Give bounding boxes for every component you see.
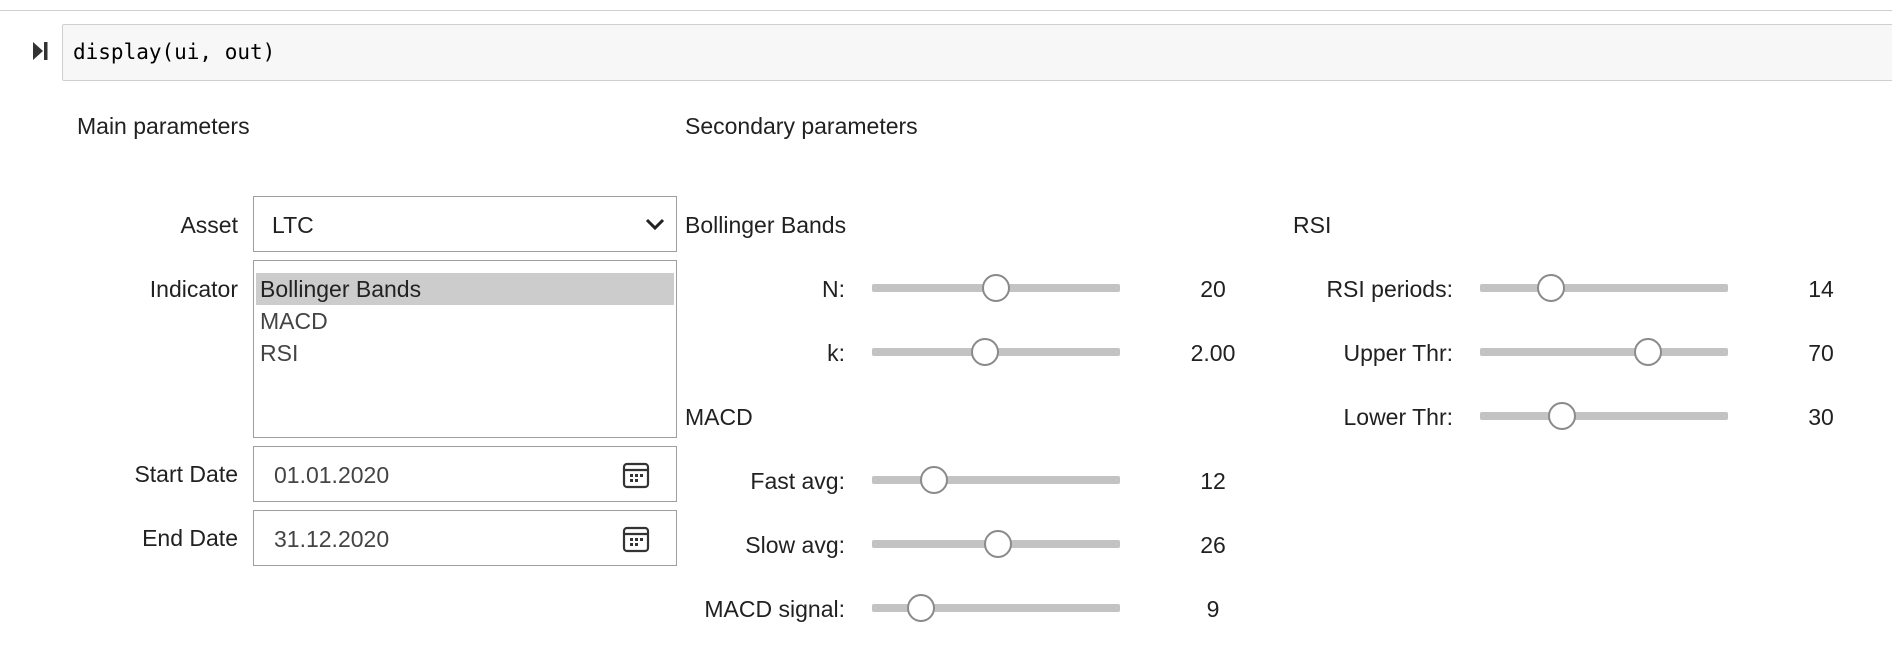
rsi-periods-label: RSI periods:: [1326, 276, 1453, 302]
main-parameters-heading: Main parameters: [77, 113, 250, 139]
run-cell-icon[interactable]: [31, 39, 51, 63]
upper-thr-label: Upper Thr:: [1343, 340, 1453, 366]
slider-thumb[interactable]: [982, 274, 1010, 302]
code-cell-input[interactable]: display(ui, out): [62, 24, 1892, 81]
indicator-listbox[interactable]: Bollinger Bands MACD RSI: [253, 260, 677, 438]
macd-signal-label: MACD signal:: [704, 596, 845, 622]
asset-selected-value: LTC: [272, 212, 314, 238]
slow-avg-slider[interactable]: [872, 524, 1120, 564]
slider-track: [1480, 284, 1728, 292]
macd-signal-slider[interactable]: [872, 588, 1120, 628]
lower-thr-label: Lower Thr:: [1343, 404, 1453, 430]
k-slider[interactable]: [872, 332, 1120, 372]
slider-track: [1480, 412, 1728, 420]
lower-thr-value: 30: [1808, 404, 1834, 430]
n-slider[interactable]: [872, 268, 1120, 308]
indicator-option-bollinger[interactable]: Bollinger Bands: [256, 273, 674, 305]
slow-avg-label: Slow avg:: [745, 532, 845, 558]
end-date-picker[interactable]: 31.12.2020: [253, 510, 677, 566]
n-slider-label: N:: [822, 276, 845, 302]
fast-avg-label: Fast avg:: [750, 468, 845, 494]
upper-thr-slider[interactable]: [1480, 332, 1728, 372]
end-date-value: 31.12.2020: [274, 526, 390, 552]
fast-avg-value: 12: [1200, 468, 1226, 494]
slider-track: [1480, 348, 1728, 356]
asset-label: Asset: [180, 212, 238, 238]
start-date-picker[interactable]: 01.01.2020: [253, 446, 677, 502]
cell-top-border: [0, 10, 1892, 11]
k-slider-value: 2.00: [1190, 340, 1236, 366]
fast-avg-slider[interactable]: [872, 460, 1120, 500]
slider-track: [872, 604, 1120, 612]
secondary-parameters-heading: Secondary parameters: [685, 113, 918, 139]
slider-thumb[interactable]: [907, 594, 935, 622]
slider-track: [872, 476, 1120, 484]
start-date-label: Start Date: [134, 461, 238, 487]
slider-thumb[interactable]: [1537, 274, 1565, 302]
slider-thumb[interactable]: [984, 530, 1012, 558]
indicator-label: Indicator: [149, 276, 238, 302]
k-slider-label: k:: [827, 340, 845, 366]
lower-thr-slider[interactable]: [1480, 396, 1728, 436]
rsi-periods-value: 14: [1808, 276, 1834, 302]
macd-signal-value: 9: [1206, 596, 1220, 622]
end-date-label: End Date: [142, 525, 238, 551]
calendar-icon[interactable]: [622, 461, 650, 489]
asset-dropdown[interactable]: LTC: [253, 196, 677, 252]
macd-section-title: MACD: [685, 404, 753, 430]
calendar-icon[interactable]: [622, 525, 650, 553]
chevron-down-icon: [645, 218, 665, 231]
bollinger-section-title: Bollinger Bands: [685, 212, 847, 238]
slider-thumb[interactable]: [1634, 338, 1662, 366]
n-slider-value: 20: [1200, 276, 1226, 302]
indicator-option-rsi[interactable]: RSI: [260, 340, 299, 366]
slider-thumb[interactable]: [1548, 402, 1576, 430]
start-date-value: 01.01.2020: [274, 462, 390, 488]
slider-thumb[interactable]: [971, 338, 999, 366]
upper-thr-value: 70: [1808, 340, 1834, 366]
rsi-section-title: RSI: [1293, 212, 1332, 238]
code-text: display(ui, out): [73, 40, 276, 64]
slow-avg-value: 26: [1200, 532, 1226, 558]
slider-thumb[interactable]: [920, 466, 948, 494]
rsi-periods-slider[interactable]: [1480, 268, 1728, 308]
indicator-option-macd[interactable]: MACD: [260, 308, 328, 334]
